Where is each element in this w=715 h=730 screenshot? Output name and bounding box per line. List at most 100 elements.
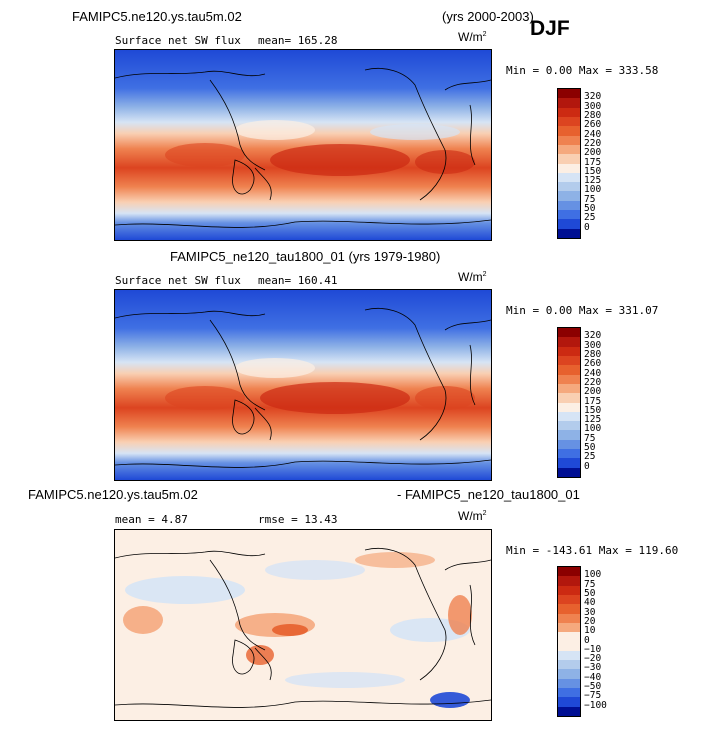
colorbar-tick-label: 75 [584,432,596,444]
colorbar-swatch [558,191,580,201]
panel2-map-field [115,290,491,480]
colorbar-tick-label: 220 [584,376,602,388]
colorbar-tick-label: −40 [584,671,602,683]
colorbar-swatch [558,365,580,375]
panel3-colorbar [557,566,581,717]
colorbar-tick-label: 280 [584,109,602,121]
colorbar-tick-label: −20 [584,653,602,665]
colorbar-tick-label: 175 [584,395,602,407]
colorbar-tick-label: 0 [584,221,590,233]
colorbar-swatch [558,660,580,670]
colorbar-tick-label: 100 [584,423,602,435]
colorbar-swatch [558,144,580,155]
colorbar-swatch [558,604,580,614]
colorbar-tick-label: 75 [584,193,596,205]
colorbar-tick-label: 0 [584,460,590,472]
colorbar-tick-label: 260 [584,119,602,131]
panel1-minmax: Min = 0.00 Max = 333.58 [506,64,659,77]
colorbar-swatch [558,393,580,403]
colorbar-swatch [558,430,580,440]
colorbar-swatch [558,458,580,468]
colorbar-swatch [558,669,580,679]
run-name-title: FAMIPC5.ne120.ys.tau5m.02 [72,9,242,24]
colorbar-swatch [558,355,580,366]
colorbar-tick-label: −100 [584,699,607,711]
panel3-units-exp: 2 [482,510,487,517]
panel2-mean: mean= 160.41 [258,274,338,287]
colorbar-tick-label: 40 [584,597,596,609]
colorbar-swatch [558,421,580,431]
colorbar-swatch [558,200,580,211]
colorbar-swatch [558,449,580,459]
panel3-map [114,529,492,721]
colorbar-tick-label: −50 [584,681,602,693]
colorbar-swatch [558,337,580,347]
colorbar-swatch [558,328,580,338]
colorbar-tick-label: 30 [584,606,596,618]
panel3-mean: mean = 4.87 [115,513,188,526]
colorbar-tick-label: 150 [584,404,602,416]
panel2-units-base: W/m [458,270,483,284]
colorbar-tick-label: 320 [584,330,602,342]
panel1-colorbar [557,88,581,239]
colorbar-swatch [558,107,580,117]
colorbar-swatch [558,411,580,422]
colorbar-swatch [558,383,580,394]
colorbar-tick-label: 175 [584,156,602,168]
colorbar-tick-label: 150 [584,165,602,177]
colorbar-tick-label: 240 [584,128,602,140]
colorbar-swatch [558,641,580,651]
colorbar-swatch [558,585,580,595]
season-label: DJF [530,17,570,40]
colorbar-tick-label: 100 [584,569,602,581]
panel2-units: W/m2 [458,271,487,283]
panel3-title-left: FAMIPC5.ne120.ys.tau5m.02 [28,487,198,502]
colorbar-tick-label: 320 [584,91,602,103]
colorbar-swatch [558,374,580,384]
years-label: (yrs 2000-2003) [442,9,534,24]
colorbar-tick-label: −75 [584,690,602,702]
panel3-map-field [115,530,491,720]
panel2-minmax: Min = 0.00 Max = 331.07 [506,304,659,317]
colorbar-tick-label: 200 [584,386,602,398]
colorbar-swatch [558,228,580,238]
colorbar-swatch [558,613,580,623]
colorbar-swatch [558,632,580,642]
colorbar-tick-label: 200 [584,147,602,159]
colorbar-tick-label: 50 [584,442,596,454]
colorbar-tick-label: 260 [584,358,602,370]
panel2-map [114,289,492,481]
panel3-title-right: - FAMIPC5_ne120_tau1800_01 [397,487,580,502]
panel1-units-exp: 2 [482,31,487,38]
colorbar-swatch [558,116,580,127]
colorbar-tick-label: 300 [584,100,602,112]
colorbar-swatch [558,182,580,192]
colorbar-swatch [558,439,580,450]
colorbar-tick-label: 10 [584,625,596,637]
colorbar-swatch [558,98,580,108]
panel1-units: W/m2 [458,31,487,43]
colorbar-tick-label: 220 [584,137,602,149]
panel1-mean: mean= 165.28 [258,34,338,47]
colorbar-tick-label: 20 [584,615,596,627]
colorbar-tick-label: −30 [584,662,602,674]
colorbar-swatch [558,697,580,707]
colorbar-swatch [558,622,580,633]
colorbar-swatch [558,346,580,356]
panel1-map [114,49,492,241]
colorbar-tick-label: 25 [584,212,596,224]
colorbar-swatch [558,567,580,577]
colorbar-swatch [558,163,580,173]
colorbar-swatch [558,135,580,145]
colorbar-swatch [558,678,580,689]
colorbar-tick-label: 50 [584,203,596,215]
panel3-rmse: rmse = 13.43 [258,513,338,526]
colorbar-swatch [558,219,580,229]
panel3-units-base: W/m [458,509,483,523]
colorbar-tick-label: 280 [584,348,602,360]
panel1-units-base: W/m [458,30,483,44]
colorbar-swatch [558,650,580,661]
colorbar-tick-label: 125 [584,175,602,187]
colorbar-tick-label: 125 [584,414,602,426]
